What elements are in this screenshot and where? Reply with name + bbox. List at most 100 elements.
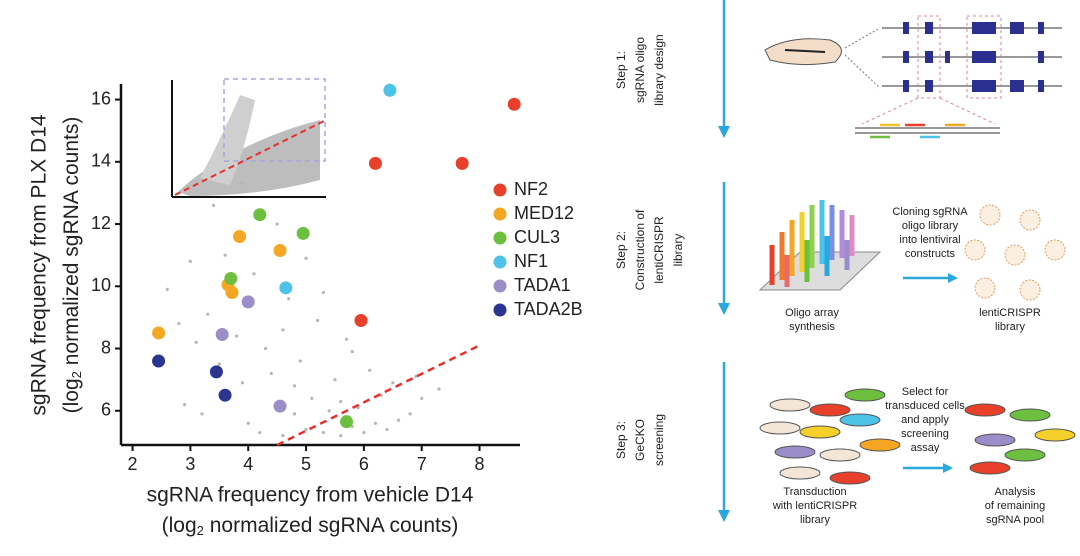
y-tick-label: 12 [91,213,111,233]
inset-diagonal [174,119,327,196]
point [253,208,267,222]
point [215,328,229,342]
y-tick-label: 10 [91,275,111,295]
caption: lentiCRISPR [979,307,1041,319]
zoom-line [861,97,919,125]
x-tick-label: 3 [185,454,195,474]
x-axis-units: (log2 normalized sgRNA counts) [162,514,459,539]
background-point [373,421,378,425]
gene-design [764,15,1062,139]
step-label: library [671,234,685,267]
background-point [391,381,395,385]
x-tick-label: 4 [243,454,253,474]
background-point [321,430,325,435]
plasmids [964,204,1066,301]
background-point [165,287,169,291]
background-point [339,434,343,438]
caption: library [800,514,830,526]
background-point [177,322,181,326]
x-tick-label: 7 [417,454,427,474]
caption: Select for [902,386,949,398]
arrow-head [718,126,730,138]
array-bars [769,200,855,287]
background-point [258,430,262,435]
background-point [240,181,245,186]
caption: Oligo array [785,307,839,319]
x-tick-label: 5 [301,454,311,474]
oligos [870,123,965,139]
background-point [194,340,198,344]
background-point [292,412,297,416]
legend-label: MED12 [514,203,574,223]
step-label: screening [652,414,666,466]
point [224,272,238,286]
legend-label: CUL3 [514,227,560,247]
caption: assay [911,442,940,454]
point [241,295,255,309]
legend-marker [493,231,507,245]
background-point [437,387,441,391]
zoom-line [844,54,881,89]
background-point [321,290,325,295]
point [354,314,368,328]
caption: screening [901,428,949,440]
legend-marker [493,183,507,197]
caption: with lentiCRISPR [772,500,857,512]
step-label: GeCKO [633,419,647,461]
background-point [420,396,424,400]
caption: transduced cells [885,400,965,412]
background-point [385,427,389,432]
x-units-part: (log [162,514,197,537]
background-point [246,421,250,425]
exons [903,22,1044,92]
background-point [275,222,279,226]
background-point [408,412,412,416]
x-units-part: normalized sgRNA counts) [204,514,458,537]
y-units-part: (log [60,378,83,413]
step-label: Step 3: [614,421,628,459]
background-point [211,203,216,207]
step-label: Construction of [633,209,647,290]
caption: Transduction [783,486,846,498]
legend-label: TADA2B [514,299,583,319]
background-point [269,371,273,376]
background-point [240,381,245,385]
cells-right [964,403,1076,475]
background-point [252,272,256,276]
x-tick-label: 2 [128,454,138,474]
x-tick-label: 8 [475,454,485,474]
background-point [310,396,314,400]
caption: constructs [905,248,956,260]
background-point [188,259,192,263]
step-label: lentiCRISPR [652,216,666,284]
point [152,354,166,368]
y-tick-label: 14 [91,151,111,171]
background-point [200,412,204,416]
background-point [339,399,343,404]
background-point [281,434,285,438]
step-label: sgRNA oligo [633,37,647,103]
x-tick-label: 6 [359,454,369,474]
point [209,365,223,379]
cells-left [759,388,901,485]
legend-label: NF1 [514,251,548,271]
background-point [217,362,221,366]
step-label: Step 2: [614,231,628,269]
background-point [281,328,285,332]
point [507,97,521,111]
step-label: library design [652,34,666,105]
step-arrows [718,0,958,522]
oligo-array [758,200,882,291]
diagram-texts: Oligo array synthesis Cloning sgRNA olig… [772,206,1045,526]
point [368,156,382,170]
caption: synthesis [789,321,835,333]
caption: sgRNA pool [986,514,1044,526]
point [273,399,287,413]
point [455,156,469,170]
chromosome [784,49,826,53]
background-point [316,318,320,323]
arrow-head [943,463,953,473]
point [296,226,310,240]
background-point [183,402,187,407]
